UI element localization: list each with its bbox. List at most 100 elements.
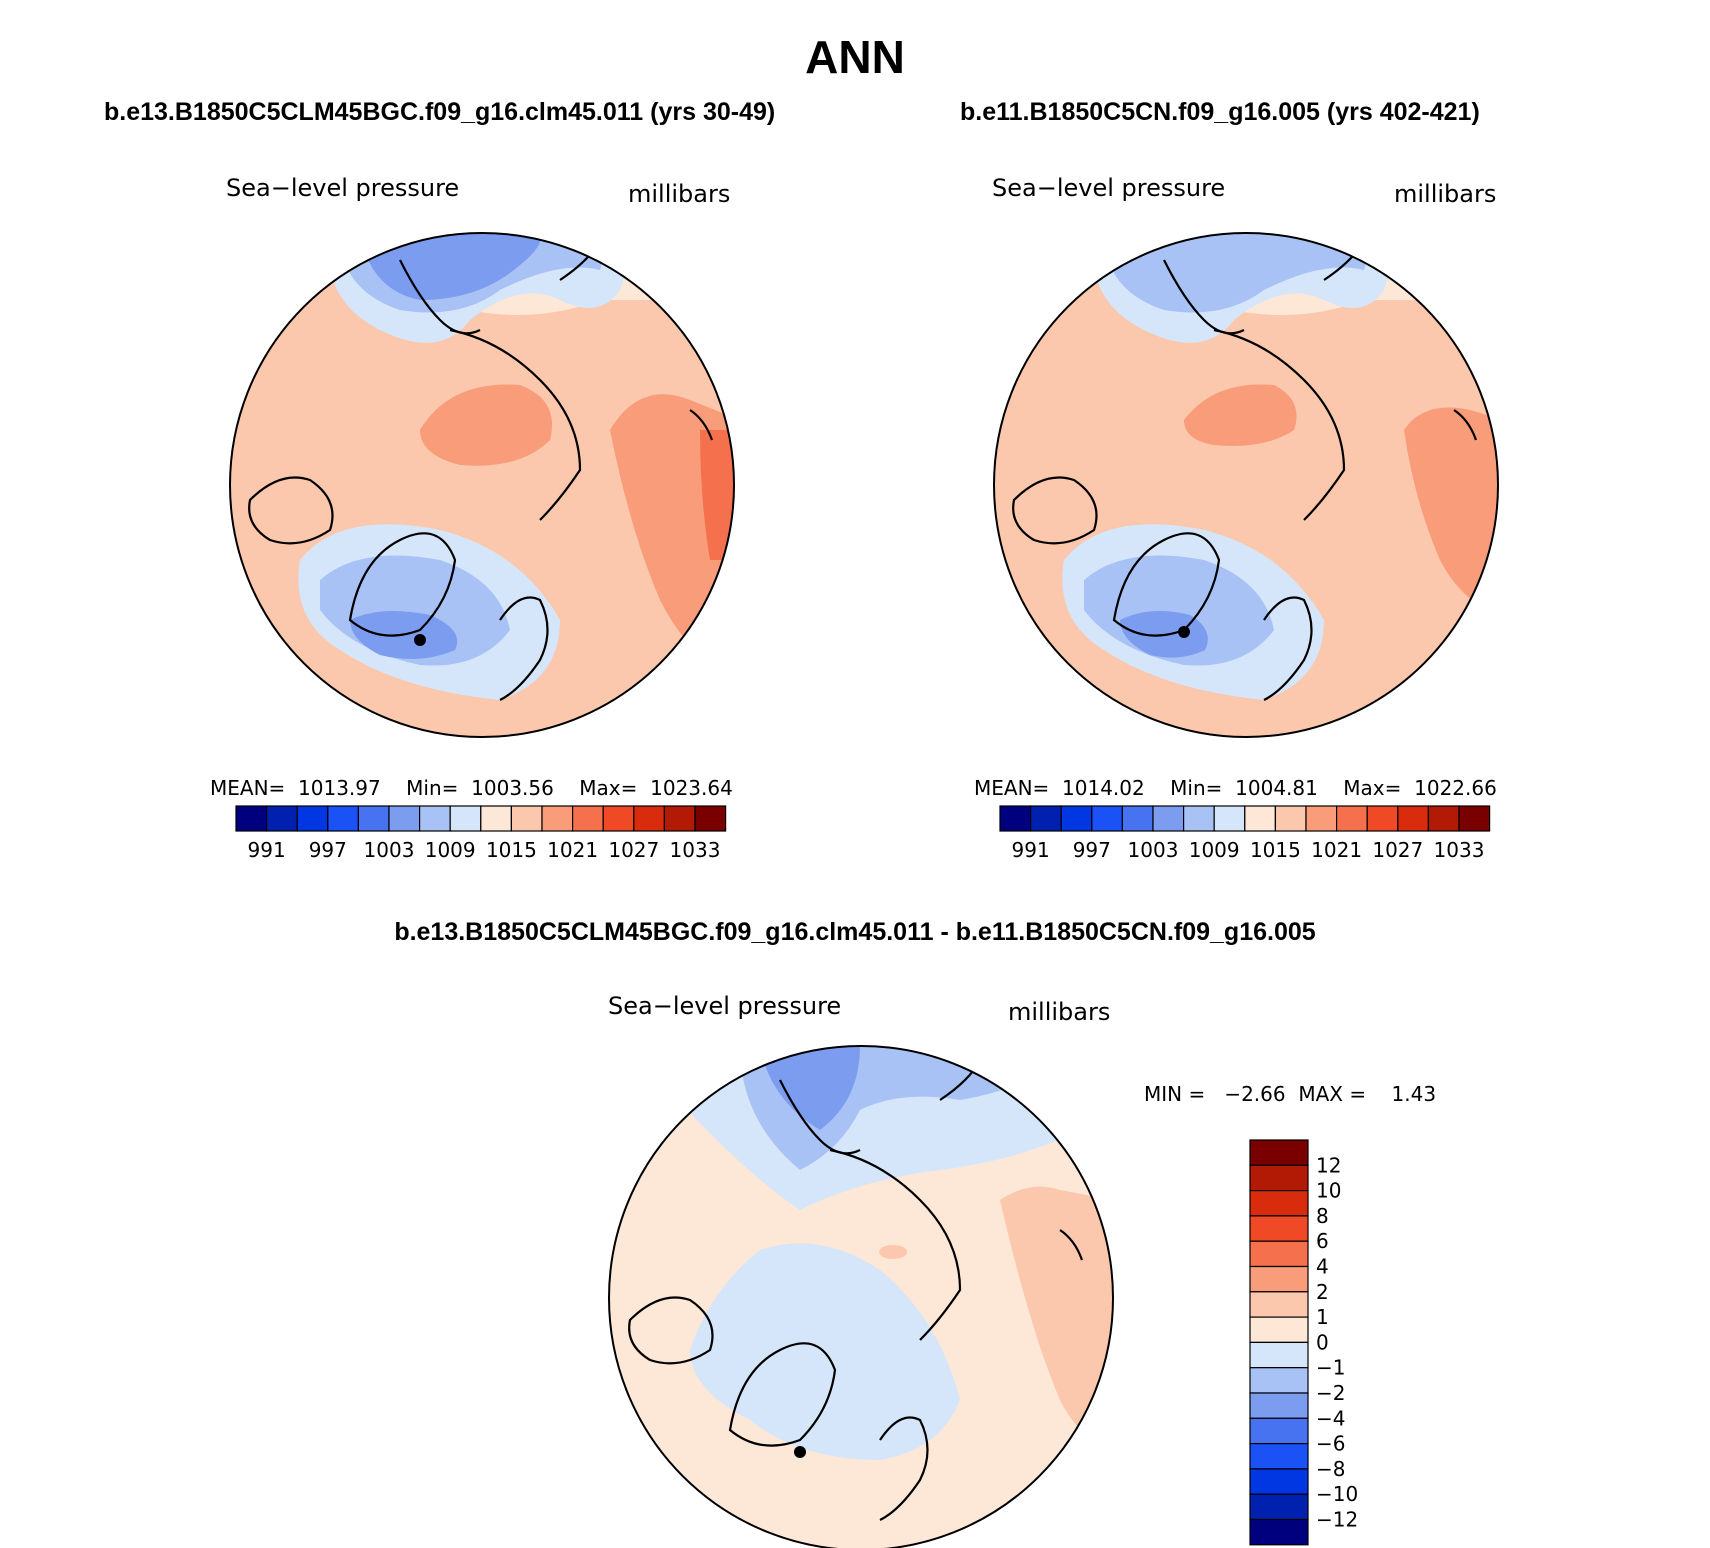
max-label: Max= (1343, 776, 1402, 800)
diff-colorbar-tick-label: 1 (1316, 1305, 1329, 1329)
right-map (994, 233, 1498, 737)
mean-label: MEAN= (974, 776, 1050, 800)
left-colorbar-box (571, 805, 604, 832)
coastlines (628, 1059, 1084, 1521)
diff-colorbar-box (1249, 1139, 1309, 1166)
right-colorbar-tick-label: 991 (1012, 838, 1050, 862)
min-value: −2.66 (1224, 1082, 1286, 1106)
mean-value: 1014.02 (1062, 776, 1145, 800)
left-colorbar-box (633, 805, 665, 832)
diff-colorbar-tick-label: 8 (1316, 1204, 1329, 1228)
max-label: Max= (579, 776, 638, 800)
diff-colorbar-box (1249, 1189, 1309, 1217)
left-colorbar-box (510, 805, 543, 832)
diff-map-border (608, 1045, 1114, 1548)
diff-colorbar-box (1249, 1240, 1309, 1268)
max-value: 1023.64 (650, 776, 733, 800)
coastlines (248, 239, 714, 701)
right-colorbar-box (1152, 805, 1185, 832)
diff-colorbar-box (1249, 1265, 1309, 1293)
min-label: Min= (1170, 776, 1223, 800)
field-pos1b (879, 1245, 907, 1259)
diff-colorbar-box (1249, 1392, 1309, 1419)
left-colorbar-box (541, 805, 574, 832)
right-colorbar-box (999, 805, 1032, 832)
right-colorbar-box (1182, 805, 1215, 832)
right-colorbar-box (1397, 805, 1430, 832)
diff-colorbar-tick-label: −1 (1316, 1356, 1345, 1380)
diff-units-label: millibars (1008, 998, 1111, 1026)
right-variable-label: Sea−level pressure (992, 174, 1226, 202)
diff-colorbar-tick-label: 2 (1316, 1280, 1329, 1304)
field-neg4 (760, 1046, 860, 1130)
right-colorbar: 991 997 1003 1009 1015 1021 1027 1033 (999, 805, 1491, 862)
right-colorbar-box (1029, 805, 1062, 832)
right-map-border (993, 232, 1499, 738)
right-stats: MEAN= 1014.02 Min= 1004.81 Max= 1022.66 (974, 776, 1497, 800)
left-colorbar-tick-label: 1033 (670, 838, 721, 862)
left-stats: MEAN= 1013.97 Min= 1003.56 Max= 1023.64 (210, 776, 733, 800)
field-1021 (1184, 384, 1297, 446)
max-value: 1022.66 (1414, 776, 1497, 800)
diff-colorbar-tick-label: −2 (1316, 1381, 1345, 1405)
diff-colorbar-tick-label: 12 (1316, 1153, 1341, 1177)
left-colorbar-box (266, 805, 298, 832)
diff-colorbar-tick-label: 10 (1316, 1179, 1341, 1203)
right-colorbar-tick-label: 997 (1073, 838, 1111, 862)
right-colorbar-box (1244, 805, 1277, 832)
right-colorbar-box (1091, 805, 1124, 832)
right-units-label: millibars (1394, 180, 1497, 208)
field-1021b (1404, 407, 1498, 620)
left-colorbar-box (480, 805, 512, 832)
diff-colorbar-tick-label: −12 (1316, 1508, 1358, 1532)
left-colorbar: 991 997 1003 1009 1015 1021 1027 1033 (235, 805, 727, 862)
max-value: 1.43 (1391, 1082, 1437, 1106)
left-colorbar-tick-label: 1015 (486, 838, 537, 862)
iceland (1178, 626, 1190, 638)
left-colorbar-tick-label: 991 (248, 838, 286, 862)
diff-colorbar-tick-label: −4 (1316, 1406, 1345, 1430)
right-colorbar-box (1427, 805, 1460, 832)
right-colorbar-box (1060, 805, 1093, 832)
field-pos1 (1000, 1186, 1113, 1450)
left-colorbar-box (235, 805, 268, 832)
min-label: MIN = (1144, 1082, 1206, 1106)
mean-label: MEAN= (210, 776, 286, 800)
right-colorbar-box (1213, 805, 1246, 832)
left-map (230, 233, 734, 737)
diff-colorbar-box (1249, 1341, 1309, 1369)
right-colorbar-tick-label: 1021 (1311, 838, 1362, 862)
left-colorbar-tick-label: 1009 (425, 838, 476, 862)
left-colorbar-box (602, 805, 635, 832)
left-units-label: millibars (628, 180, 731, 208)
diff-variable-label: Sea−level pressure (608, 992, 842, 1020)
max-label: MAX = (1298, 1082, 1367, 1106)
diff-colorbar-box (1249, 1215, 1309, 1242)
iceland (414, 634, 426, 646)
right-colorbar-box (1366, 805, 1399, 832)
left-colorbar-box (663, 805, 696, 832)
right-colorbar-box (1458, 805, 1491, 832)
diff-stats: MIN = −2.66 MAX = 1.43 (1144, 1082, 1436, 1106)
field-1021 (420, 384, 552, 466)
diff-colorbar-box (1249, 1468, 1309, 1495)
min-label: Min= (406, 776, 459, 800)
left-variable-label: Sea−level pressure (226, 174, 460, 202)
diff-colorbar-box (1249, 1164, 1309, 1192)
left-colorbar-box (327, 805, 359, 832)
right-colorbar-box (1305, 805, 1338, 832)
diff-colorbar-box (1249, 1518, 1309, 1546)
right-colorbar-box (1121, 805, 1154, 832)
field-1009 (1104, 233, 1374, 313)
right-case-title: b.e11.B1850C5CN.f09_g16.005 (yrs 402-421… (960, 98, 1480, 126)
diff-colorbar-box (1249, 1417, 1309, 1445)
min-value: 1003.56 (471, 776, 554, 800)
diff-colorbar-tick-label: −10 (1316, 1482, 1358, 1506)
right-colorbar-tick-label: 1033 (1434, 838, 1485, 862)
diff-colorbar-box (1249, 1442, 1309, 1470)
diff-colorbar-box (1249, 1291, 1309, 1318)
right-colorbar-tick-label: 1015 (1250, 838, 1301, 862)
diff-map (609, 1046, 1113, 1548)
